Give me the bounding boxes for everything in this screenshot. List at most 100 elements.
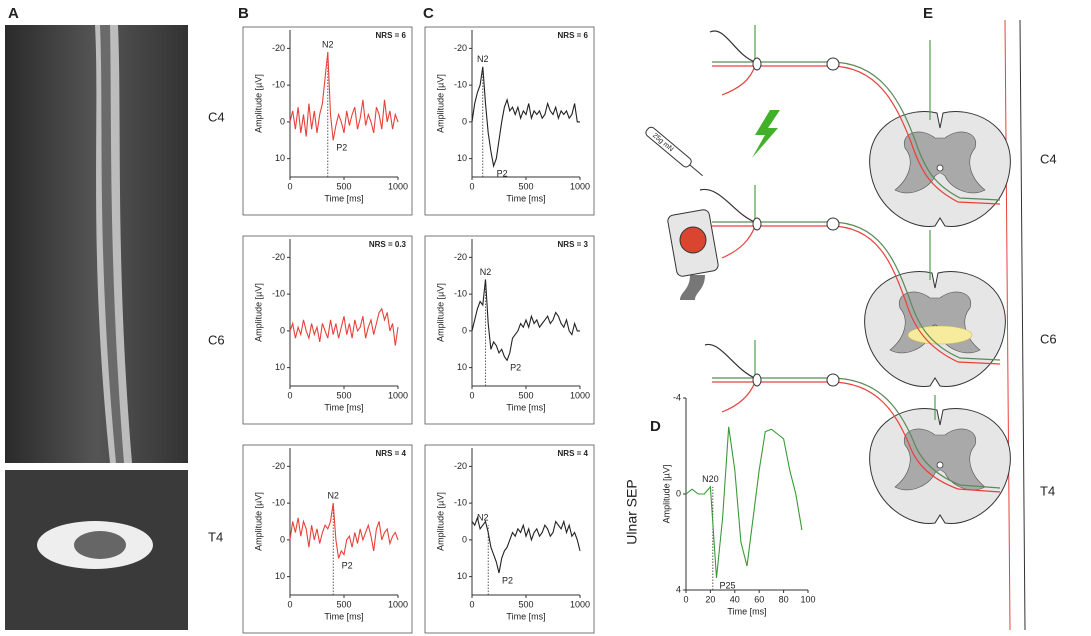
y-tick-label: -10 [454, 80, 467, 90]
x-tick-label: 500 [518, 181, 533, 191]
y-tick-label: -20 [454, 252, 467, 262]
peak-label: P2 [510, 363, 521, 373]
nrs-label: NRS = 6 [558, 31, 589, 40]
y-axis-label: Amplitude [µV] [253, 283, 263, 342]
x-tick-label: 1000 [388, 599, 408, 609]
x-tick-label: 1000 [570, 599, 590, 609]
y-tick-label: 10 [275, 571, 285, 581]
sep-label: Ulnar SEP [624, 479, 640, 544]
peak-label: P2 [497, 168, 508, 178]
level-label: T4 [208, 529, 223, 544]
nrs-label: NRS = 6 [376, 31, 407, 40]
y-tick-label: -20 [272, 252, 285, 262]
chart: -20 -10 0 10 0 500 1000 Time [ms] Amplitude [µV]… [424, 26, 595, 216]
x-tick-label: 100 [800, 594, 815, 604]
y-axis-label: Amplitude [µV] [435, 492, 445, 551]
y-axis-label: Amplitude [µV] [253, 492, 263, 551]
x-axis-label: Time [ms] [324, 402, 363, 412]
cord-section [869, 110, 1011, 227]
x-tick-label: 500 [336, 599, 351, 609]
x-axis-label: Time [ms] [727, 606, 766, 616]
laser-aperture [679, 226, 707, 254]
x-tick-label: 500 [336, 181, 351, 191]
panel-label: A [8, 5, 19, 22]
level-label: C6 [208, 332, 225, 347]
y-tick-label: 10 [457, 362, 467, 372]
x-tick-label: 60 [754, 594, 764, 604]
chart-frame [424, 444, 595, 634]
signal-line [471, 279, 580, 362]
y-axis-label: Amplitude [µV] [435, 283, 445, 342]
peak-label: P2 [502, 575, 513, 585]
peak-label: N2 [480, 267, 492, 277]
signal-line [471, 515, 581, 574]
x-axis-label: Time [ms] [324, 193, 363, 203]
y-tick-label: -10 [272, 498, 285, 508]
tract-line [1019, 19, 1026, 631]
x-axis-label: Time [ms] [506, 193, 545, 203]
signal-line [471, 66, 580, 169]
y-tick-label: 10 [457, 153, 467, 163]
y-tick-label: 10 [275, 362, 285, 372]
y-tick-label: 0 [462, 116, 467, 126]
signal-line [289, 307, 399, 346]
x-tick-label: 500 [518, 599, 533, 609]
x-tick-label: 1000 [388, 390, 408, 400]
y-tick-label: -20 [454, 461, 467, 471]
chart: -20 -10 0 10 0 500 1000 Time [ms] Amplitude [µV]… [424, 235, 595, 425]
x-tick-label: 1000 [570, 390, 590, 400]
x-axis-label: Time [ms] [506, 402, 545, 412]
y-tick-label: 0 [462, 534, 467, 544]
level-label: T4 [1040, 483, 1055, 498]
x-tick-label: 0 [469, 181, 474, 191]
x-tick-label: 0 [683, 594, 688, 604]
y-tick-label: 0 [280, 116, 285, 126]
peak-label: N20 [702, 474, 719, 484]
chart: -20 -10 0 10 0 500 1000 Time [ms] Amplitude [µV]… [242, 444, 413, 634]
y-tick-label: -4 [673, 392, 681, 402]
panel-label: B [238, 5, 249, 22]
x-tick-label: 500 [518, 390, 533, 400]
level-label: C4 [208, 109, 225, 124]
chart-frame [424, 26, 595, 216]
peak-label: P2 [336, 143, 347, 153]
y-tick-label: 10 [275, 153, 285, 163]
y-tick-label: 4 [676, 584, 681, 594]
peak-label: P25 [720, 580, 736, 590]
x-tick-label: 0 [469, 599, 474, 609]
y-tick-label: 10 [457, 571, 467, 581]
y-tick-label: -10 [272, 289, 285, 299]
mri-axial-cord [74, 531, 126, 559]
x-axis-label: Time [ms] [324, 611, 363, 621]
ganglia [752, 57, 840, 387]
y-tick-label: -10 [454, 498, 467, 508]
nrs-label: NRS = 0.3 [369, 240, 407, 249]
chart-frame [242, 235, 413, 425]
x-tick-label: 0 [469, 390, 474, 400]
y-tick-label: -10 [272, 80, 285, 90]
y-tick-label: 0 [676, 488, 681, 498]
level-label: C6 [1040, 331, 1057, 346]
signal-line [289, 51, 399, 141]
x-tick-label: 0 [287, 390, 292, 400]
filament: 25g mN [645, 126, 703, 177]
peak-label: N2 [477, 54, 489, 64]
peak-label: N2 [322, 39, 334, 49]
x-tick-label: 0 [287, 181, 292, 191]
x-tick-label: 0 [287, 599, 292, 609]
x-tick-label: 500 [336, 390, 351, 400]
x-tick-label: 80 [779, 594, 789, 604]
y-tick-label: -10 [454, 289, 467, 299]
x-axis-label: Time [ms] [506, 611, 545, 621]
chart-frame [424, 235, 595, 425]
peak-label: N2 [477, 513, 489, 523]
chart-frame [242, 444, 413, 634]
y-tick-label: -20 [272, 461, 285, 471]
panel-label: C [423, 5, 434, 22]
laser-cable [680, 275, 705, 300]
level-label: C4 [1040, 151, 1057, 166]
peak-label: N2 [327, 491, 339, 501]
